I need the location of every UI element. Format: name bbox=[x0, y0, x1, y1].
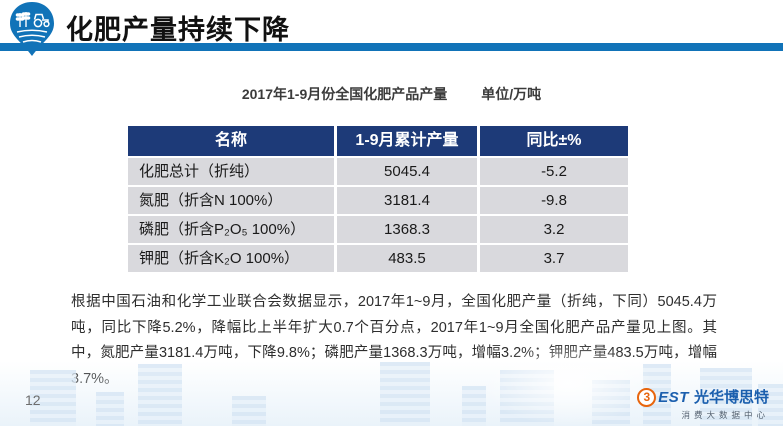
row-yoy: -5.2 bbox=[480, 158, 628, 185]
logo-subtitle: 消费大数据中心 bbox=[681, 410, 769, 420]
logo-est-text: EST bbox=[658, 389, 689, 406]
table-row: 钾肥（折含K₂O 100%） 483.5 3.7 bbox=[128, 245, 628, 272]
table-row: 磷肥（折含P₂O₅ 100%） 1368.3 3.2 bbox=[128, 216, 628, 243]
row-output: 3181.4 bbox=[337, 187, 477, 214]
row-yoy: 3.7 bbox=[480, 245, 628, 272]
best-logo-icon: 3 bbox=[637, 388, 657, 407]
logo-wordmark: 3 EST 光华博思特 bbox=[637, 388, 769, 407]
row-yoy: 3.2 bbox=[480, 216, 628, 243]
logo-cn-name: 光华博思特 bbox=[693, 389, 769, 406]
row-name: 磷肥（折含P₂O₅ 100%） bbox=[128, 216, 334, 243]
col-header-output: 1-9月累计产量 bbox=[337, 126, 477, 156]
row-output: 483.5 bbox=[337, 245, 477, 272]
table-caption-row: 2017年1-9月份全国化肥产品产量 单位/万吨 bbox=[0, 84, 783, 104]
body-paragraph: 根据中国石油和化学工业联合会数据显示，2017年1~9月，全国化肥产量（折纯，下… bbox=[71, 294, 717, 387]
title-divider bbox=[0, 43, 783, 51]
table-unit-label: 单位/万吨 bbox=[481, 86, 542, 102]
table-row: 化肥总计（折纯） 5045.4 -5.2 bbox=[128, 158, 628, 185]
table-row: 氮肥（折含N 100%） 3181.4 -9.8 bbox=[128, 187, 628, 214]
page-number: 12 bbox=[25, 392, 41, 408]
row-output: 1368.3 bbox=[337, 216, 477, 243]
row-name: 化肥总计（折纯） bbox=[128, 158, 334, 185]
page-title: 化肥产量持续下降 bbox=[66, 15, 290, 45]
row-name: 氮肥（折含N 100%） bbox=[128, 187, 334, 214]
best-company-logo: 3 EST 光华博思特 消费大数据中心 bbox=[637, 388, 769, 420]
farm-pin-icon bbox=[10, 2, 54, 56]
col-header-yoy: 同比±% bbox=[480, 126, 628, 156]
table-header-row: 名称 1-9月累计产量 同比±% bbox=[128, 126, 628, 156]
row-yoy: -9.8 bbox=[480, 187, 628, 214]
row-name: 钾肥（折含K₂O 100%） bbox=[128, 245, 334, 272]
table-caption: 2017年1-9月份全国化肥产品产量 bbox=[241, 86, 448, 102]
row-output: 5045.4 bbox=[337, 158, 477, 185]
fertilizer-output-table: 名称 1-9月累计产量 同比±% 化肥总计（折纯） 5045.4 -5.2 氮肥… bbox=[128, 126, 628, 274]
col-header-name: 名称 bbox=[128, 126, 334, 156]
